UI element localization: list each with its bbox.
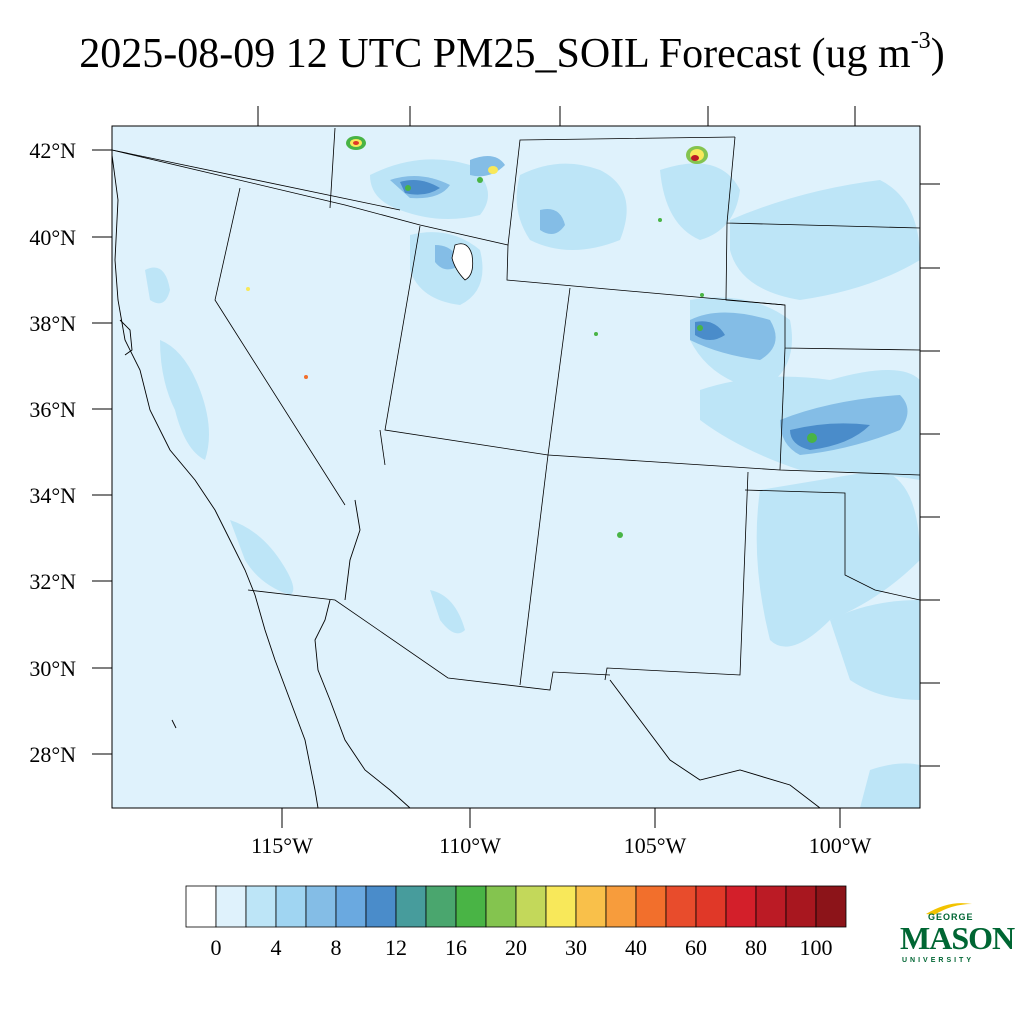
colorbar-labels: 0 4 8 12 16 20 30 40 60 80 100 (211, 935, 833, 960)
colorbar-swatch (395, 885, 427, 928)
logo-swoosh-icon (926, 903, 972, 915)
lat-label: 40°N (29, 225, 76, 250)
lat-label: 42°N (29, 138, 76, 163)
bottom-ticks (281, 808, 841, 828)
lat-label: 38°N (29, 311, 76, 336)
great-salt-lake (451, 243, 474, 281)
lat-label: 30°N (29, 656, 76, 681)
logo-text-main: MASON (900, 920, 1015, 956)
colorbar-label: 8 (331, 935, 342, 960)
lon-label: 110°W (439, 833, 501, 858)
pm25-contour-high (400, 180, 870, 450)
pm25-hotspot-peaks (246, 136, 708, 379)
colorbar-swatch (725, 885, 757, 928)
lon-label: 105°W (624, 833, 687, 858)
colorbar-swatch (215, 885, 247, 928)
colorbar-swatch (755, 885, 787, 928)
state-borders (112, 127, 920, 691)
lon-label: 100°W (809, 833, 872, 858)
lat-label: 28°N (29, 742, 76, 767)
map-title: 2025-08-09 12 UTC PM25_SOIL Forecast (ug… (79, 28, 945, 77)
logo-text-bottom: UNIVERSITY (902, 957, 975, 964)
colorbar-swatch (515, 885, 547, 928)
colorbar-swatch (275, 885, 307, 928)
colorbar-swatch (485, 885, 517, 928)
coastlines (112, 154, 821, 808)
lat-label: 36°N (29, 397, 76, 422)
top-ticks (257, 106, 856, 126)
map-frame (111, 125, 921, 809)
colorbar-swatch (365, 885, 397, 928)
colorbar-swatch (455, 885, 487, 928)
longitude-labels: 115°W 110°W 105°W 100°W (251, 833, 871, 858)
colorbar-swatch (185, 885, 217, 928)
colorbar-swatch (305, 885, 337, 928)
lon-label: 115°W (251, 833, 313, 858)
pm25-hotspot-green (405, 177, 817, 538)
colorbar-swatch (635, 885, 667, 928)
left-ticks (92, 149, 112, 755)
logo-text-top: GEORGE (928, 912, 974, 922)
colorbar-label: 16 (445, 935, 467, 960)
colorbar-swatch (785, 885, 817, 928)
colorbar-label: 80 (745, 935, 767, 960)
colorbar-label: 40 (625, 935, 647, 960)
george-mason-logo: GEORGE MASON UNIVERSITY (896, 900, 1015, 970)
lat-label: 34°N (29, 483, 76, 508)
colorbar-label: 60 (685, 935, 707, 960)
colorbar-swatch (815, 885, 847, 928)
colorbar-swatch (545, 885, 577, 928)
latitude-labels: 42°N 40°N 38°N 36°N 34°N 32°N 30°N 28°N (29, 138, 76, 767)
colorbar-label: 20 (505, 935, 527, 960)
colorbar-swatch (425, 885, 457, 928)
right-ticks (920, 183, 940, 767)
lat-label: 32°N (29, 569, 76, 594)
colorbar-swatch (245, 885, 277, 928)
colorbar-swatch (605, 885, 637, 928)
colorbar-swatch (575, 885, 607, 928)
colorbar-label: 12 (385, 935, 407, 960)
colorbar-label: 4 (271, 935, 282, 960)
colorbar-label: 100 (800, 935, 833, 960)
colorbar-label: 30 (565, 935, 587, 960)
colorbar-swatch (665, 885, 697, 928)
colorbar (185, 885, 847, 928)
colorbar-swatch (335, 885, 367, 928)
colorbar-swatch (695, 885, 727, 928)
colorbar-label: 0 (211, 935, 222, 960)
